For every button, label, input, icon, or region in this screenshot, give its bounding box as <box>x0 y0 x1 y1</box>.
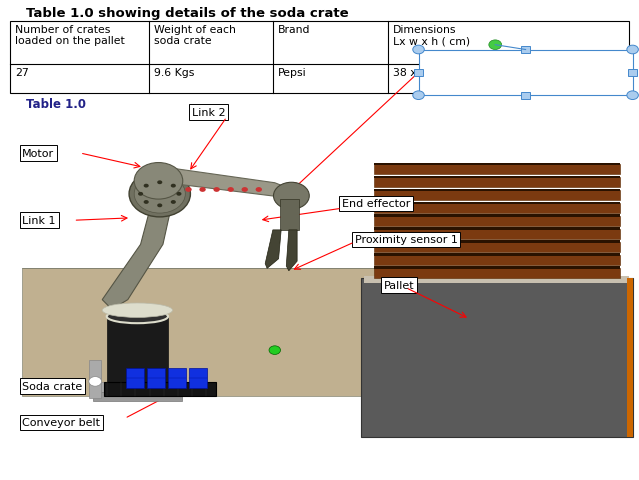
Bar <box>374 163 620 166</box>
Circle shape <box>227 188 234 192</box>
Bar <box>374 256 620 265</box>
Text: Pepsi: Pepsi <box>278 68 307 78</box>
Circle shape <box>171 201 176 204</box>
Text: Wrist with
proximity sensor 2: Wrist with proximity sensor 2 <box>428 56 532 78</box>
Bar <box>93 392 182 401</box>
Circle shape <box>413 92 424 100</box>
Circle shape <box>627 46 638 55</box>
Bar <box>521 93 530 99</box>
Circle shape <box>256 188 262 192</box>
Text: Number of crates
loaded on the pallet: Number of crates loaded on the pallet <box>15 24 125 46</box>
Bar <box>364 276 629 283</box>
Circle shape <box>144 184 149 188</box>
Circle shape <box>134 163 183 200</box>
Polygon shape <box>286 230 297 271</box>
Circle shape <box>273 183 309 210</box>
Bar <box>374 165 620 175</box>
Text: Proximity sensor 1: Proximity sensor 1 <box>355 235 458 245</box>
Circle shape <box>134 175 185 214</box>
Bar <box>374 267 620 269</box>
Circle shape <box>199 188 206 192</box>
Text: 27: 27 <box>15 68 29 78</box>
Circle shape <box>269 346 281 355</box>
Circle shape <box>171 184 176 188</box>
Text: Dimensions
Lx w x h ( cm): Dimensions Lx w x h ( cm) <box>393 24 470 46</box>
Text: Weight of each
soda crate: Weight of each soda crate <box>154 24 236 46</box>
Ellipse shape <box>107 310 168 324</box>
Bar <box>627 278 633 437</box>
Bar <box>168 369 186 388</box>
Bar <box>104 383 216 396</box>
Bar <box>521 47 530 54</box>
Circle shape <box>138 192 143 196</box>
Bar <box>374 176 620 179</box>
Bar <box>99 383 176 395</box>
Polygon shape <box>265 230 281 269</box>
Bar <box>107 317 168 391</box>
Text: End effector: End effector <box>342 199 410 209</box>
Text: Motor: Motor <box>22 149 54 158</box>
Bar <box>374 241 620 243</box>
Bar <box>374 228 620 230</box>
Circle shape <box>176 192 181 196</box>
Circle shape <box>185 188 192 192</box>
Ellipse shape <box>102 303 173 318</box>
Bar <box>374 191 620 201</box>
Text: Brand: Brand <box>278 24 311 35</box>
Text: Table 1.0: Table 1.0 <box>26 97 86 110</box>
Bar <box>628 70 637 77</box>
Circle shape <box>144 201 149 204</box>
Circle shape <box>489 41 502 50</box>
Text: 9.6 Kgs: 9.6 Kgs <box>154 68 194 78</box>
Polygon shape <box>102 197 173 310</box>
Circle shape <box>89 377 102 386</box>
Text: Table 1.0 showing details of the soda crate: Table 1.0 showing details of the soda cr… <box>26 7 348 20</box>
Bar <box>374 254 620 256</box>
Bar <box>374 215 620 217</box>
Polygon shape <box>158 168 291 203</box>
Bar <box>89 360 101 398</box>
Bar <box>374 230 620 240</box>
Bar <box>374 178 620 188</box>
Bar <box>0 86 639 480</box>
Bar <box>374 269 620 278</box>
Bar <box>10 22 629 94</box>
Bar <box>189 369 207 388</box>
Bar <box>414 70 423 77</box>
Bar <box>361 278 633 437</box>
Bar <box>147 369 165 388</box>
Circle shape <box>157 204 162 208</box>
Circle shape <box>627 92 638 100</box>
Bar <box>22 269 425 396</box>
Text: Soda crate: Soda crate <box>22 382 82 391</box>
Bar <box>419 50 633 96</box>
Text: Pallet: Pallet <box>383 281 414 290</box>
Circle shape <box>157 181 162 185</box>
Bar <box>374 202 620 204</box>
Circle shape <box>413 46 424 55</box>
Bar <box>374 189 620 192</box>
Bar <box>374 217 620 227</box>
Text: 38 x 28 x 26.5: 38 x 28 x 26.5 <box>393 68 471 78</box>
Bar <box>374 243 620 252</box>
Text: Conveyor belt: Conveyor belt <box>22 418 100 427</box>
Bar <box>126 369 144 388</box>
Circle shape <box>129 171 190 217</box>
Circle shape <box>242 188 248 192</box>
Text: Link 2: Link 2 <box>192 108 226 118</box>
Bar <box>374 204 620 214</box>
Bar <box>280 199 299 230</box>
Text: Link 1: Link 1 <box>22 216 56 226</box>
Circle shape <box>213 188 220 192</box>
